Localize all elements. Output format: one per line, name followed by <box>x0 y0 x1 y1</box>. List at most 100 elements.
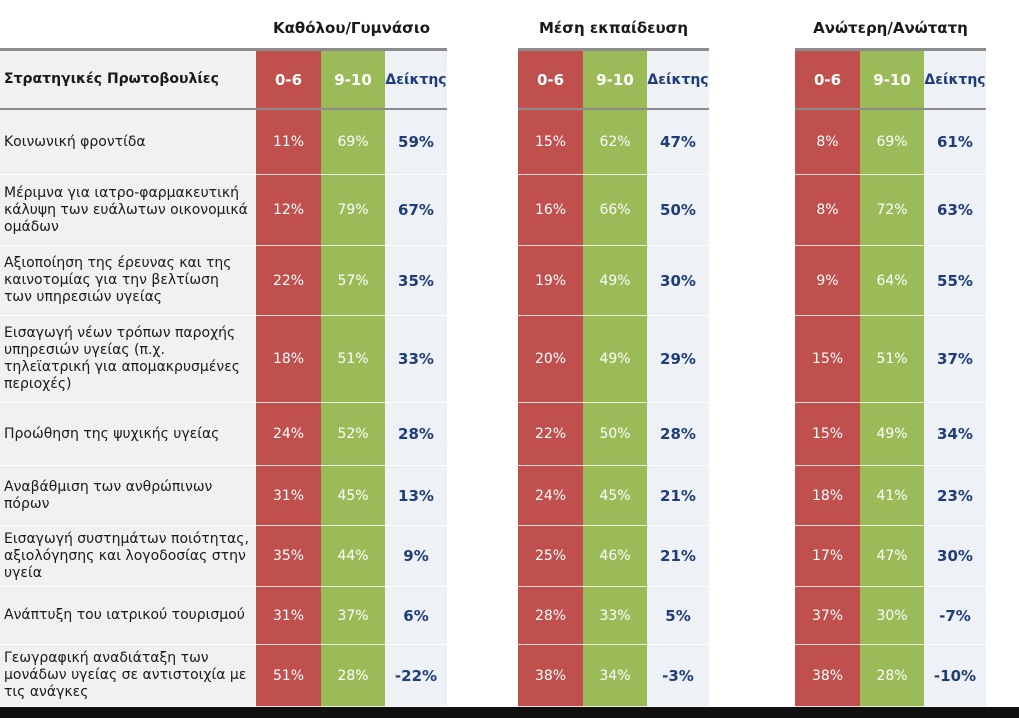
header-rule <box>0 48 447 51</box>
header-high: 9-10 <box>860 51 924 109</box>
header-low: 0-6 <box>256 51 321 109</box>
index-cell: -7% <box>924 587 986 645</box>
header-rule <box>795 48 986 51</box>
high-score-cell: 50% <box>583 403 647 466</box>
low-score-cell: 18% <box>795 466 860 526</box>
high-score-cell: 44% <box>321 526 385 587</box>
low-score-cell: 9% <box>795 246 860 316</box>
index-cell: 30% <box>647 246 709 316</box>
group-title: Ανώτερη/Ανώτατη <box>813 19 968 37</box>
row-label: Μέριμνα για ιατρο-φαρμακευτική κάλυψη τω… <box>0 175 256 246</box>
index-cell: 6% <box>385 587 447 645</box>
low-score-cell: 28% <box>518 587 583 645</box>
high-score-cell: 51% <box>321 316 385 403</box>
high-score-cell: 45% <box>583 466 647 526</box>
index-cell: 55% <box>924 246 986 316</box>
high-score-cell: 34% <box>583 645 647 707</box>
index-cell: 59% <box>385 110 447 175</box>
high-score-cell: 28% <box>321 645 385 707</box>
header-high: 9-10 <box>583 51 647 109</box>
high-score-cell: 28% <box>860 645 924 707</box>
low-score-cell: 16% <box>518 175 583 246</box>
index-cell: 28% <box>385 403 447 466</box>
header-rule <box>518 48 709 51</box>
index-cell: 50% <box>647 175 709 246</box>
low-score-cell: 8% <box>795 175 860 246</box>
index-cell: -10% <box>924 645 986 707</box>
header-index: Δείκτης <box>385 51 447 109</box>
high-score-cell: 49% <box>860 403 924 466</box>
high-score-cell: 45% <box>321 466 385 526</box>
row-label: Εισαγωγή νέων τρόπων παροχής υπηρεσιών υ… <box>0 316 256 403</box>
index-cell: 21% <box>647 466 709 526</box>
index-cell: 67% <box>385 175 447 246</box>
row-label: Αξιοποίηση της έρευνας και της καινοτομί… <box>0 246 256 316</box>
index-cell: 63% <box>924 175 986 246</box>
low-score-cell: 8% <box>795 110 860 175</box>
row-label: Ανάπτυξη του ιατρικού τουρισμού <box>0 587 256 645</box>
index-cell: -22% <box>385 645 447 707</box>
index-cell: 35% <box>385 246 447 316</box>
header-low: 0-6 <box>795 51 860 109</box>
low-score-cell: 38% <box>795 645 860 707</box>
low-score-cell: 15% <box>795 403 860 466</box>
low-score-cell: 22% <box>518 403 583 466</box>
low-score-cell: 18% <box>256 316 321 403</box>
low-score-cell: 37% <box>795 587 860 645</box>
high-score-cell: 33% <box>583 587 647 645</box>
index-cell: 34% <box>924 403 986 466</box>
low-score-cell: 12% <box>256 175 321 246</box>
index-cell: 28% <box>647 403 709 466</box>
high-score-cell: 49% <box>583 316 647 403</box>
high-score-cell: 57% <box>321 246 385 316</box>
low-score-cell: 22% <box>256 246 321 316</box>
low-score-cell: 25% <box>518 526 583 587</box>
low-score-cell: 51% <box>256 645 321 707</box>
low-score-cell: 15% <box>518 110 583 175</box>
index-cell: 29% <box>647 316 709 403</box>
index-cell: 5% <box>647 587 709 645</box>
low-score-cell: 19% <box>518 246 583 316</box>
high-score-cell: 69% <box>860 110 924 175</box>
low-score-cell: 17% <box>795 526 860 587</box>
high-score-cell: 37% <box>321 587 385 645</box>
high-score-cell: 46% <box>583 526 647 587</box>
header-low: 0-6 <box>518 51 583 109</box>
header-separator <box>0 108 447 110</box>
high-score-cell: 41% <box>860 466 924 526</box>
high-score-cell: 30% <box>860 587 924 645</box>
index-cell: 47% <box>647 110 709 175</box>
group-title: Μέση εκπαίδευση <box>538 19 689 37</box>
header-high: 9-10 <box>321 51 385 109</box>
row-label: Εισαγωγή συστημάτων ποιότητας, αξιολόγησ… <box>0 526 256 587</box>
low-score-cell: 31% <box>256 587 321 645</box>
low-score-cell: 20% <box>518 316 583 403</box>
row-label: Αναβάθμιση των ανθρώπινων πόρων <box>0 466 256 526</box>
header-label: Στρατηγικές Πρωτοβουλίες <box>0 51 256 109</box>
high-score-cell: 66% <box>583 175 647 246</box>
high-score-cell: 51% <box>860 316 924 403</box>
low-score-cell: 24% <box>256 403 321 466</box>
index-cell: 33% <box>385 316 447 403</box>
high-score-cell: 64% <box>860 246 924 316</box>
index-cell: 13% <box>385 466 447 526</box>
high-score-cell: 72% <box>860 175 924 246</box>
low-score-cell: 15% <box>795 316 860 403</box>
index-cell: 23% <box>924 466 986 526</box>
index-cell: 9% <box>385 526 447 587</box>
low-score-cell: 24% <box>518 466 583 526</box>
row-label: Προώθηση της ψυχικής υγείας <box>0 403 256 466</box>
high-score-cell: 47% <box>860 526 924 587</box>
low-score-cell: 38% <box>518 645 583 707</box>
header-separator <box>518 108 709 110</box>
index-cell: 37% <box>924 316 986 403</box>
index-cell: 61% <box>924 110 986 175</box>
header-separator <box>795 108 986 110</box>
index-cell: 21% <box>647 526 709 587</box>
header-index: Δείκτης <box>924 51 986 109</box>
low-score-cell: 35% <box>256 526 321 587</box>
high-score-cell: 69% <box>321 110 385 175</box>
group-title: Καθόλου/Γυμνάσιο <box>272 19 431 37</box>
high-score-cell: 62% <box>583 110 647 175</box>
